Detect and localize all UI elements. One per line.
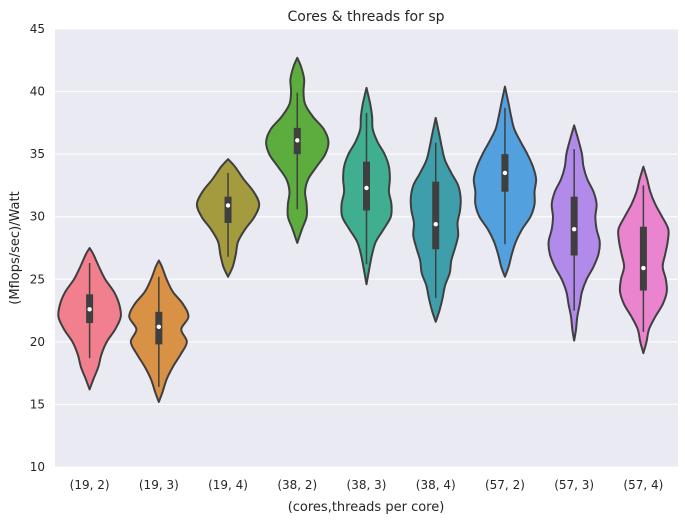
x-tick-label: (57, 3) <box>554 478 594 492</box>
violin-1 <box>128 259 190 403</box>
y-tick-label: 20 <box>30 335 45 349</box>
y-tick-label: 40 <box>30 85 45 99</box>
violin-iqr-box <box>224 196 232 223</box>
y-tick-label: 10 <box>30 460 45 474</box>
y-tick-label: 25 <box>30 272 45 286</box>
x-tick-label: (38, 2) <box>277 478 317 492</box>
x-tick-label: (19, 4) <box>208 478 248 492</box>
violin-8 <box>617 165 670 355</box>
x-tick-label: (38, 4) <box>416 478 456 492</box>
violin-median-point <box>571 227 577 232</box>
violin-median-point <box>295 138 300 143</box>
y-axis-label: (Mflops/sec)/Watt <box>8 191 23 304</box>
y-axis-ticks: 10 15 20 25 30 35 40 45 <box>30 22 45 474</box>
violin-median-point <box>156 324 162 330</box>
violin-6 <box>472 85 538 278</box>
x-tick-label: (57, 2) <box>485 478 525 492</box>
violin-0 <box>57 247 122 391</box>
y-tick-label: 45 <box>30 22 45 36</box>
violin-median-point <box>502 170 508 176</box>
violin-5 <box>409 116 462 323</box>
x-tick-label: (19, 2) <box>70 478 110 492</box>
violin-iqr-box <box>432 181 440 250</box>
violin-7 <box>547 124 601 342</box>
x-axis-ticks: (19, 2) (19, 3) (19, 4) (38, 2) (38, 3) (38, … <box>70 478 664 492</box>
y-tick-label: 35 <box>30 147 45 161</box>
x-tick-label: (38, 3) <box>347 478 387 492</box>
chart-title: Cores & threads for sp <box>287 9 444 25</box>
violin-median-point <box>364 185 369 191</box>
violin-median-point <box>225 203 231 208</box>
violin-2 <box>195 158 261 278</box>
violin-median-point <box>87 307 92 312</box>
violin-median-point <box>433 222 438 227</box>
violin-4 <box>340 86 393 286</box>
x-tick-label: (19, 3) <box>139 478 179 492</box>
violins <box>57 56 670 403</box>
x-tick-label: (57, 4) <box>623 478 663 492</box>
violin-iqr-box <box>570 196 578 256</box>
y-tick-label: 30 <box>30 210 45 224</box>
violin-iqr-box <box>639 226 647 291</box>
violin-3 <box>265 56 330 244</box>
violin-median-point <box>641 265 646 271</box>
x-axis-label: (cores,threads per core) <box>288 500 445 515</box>
y-tick-label: 15 <box>30 397 45 411</box>
